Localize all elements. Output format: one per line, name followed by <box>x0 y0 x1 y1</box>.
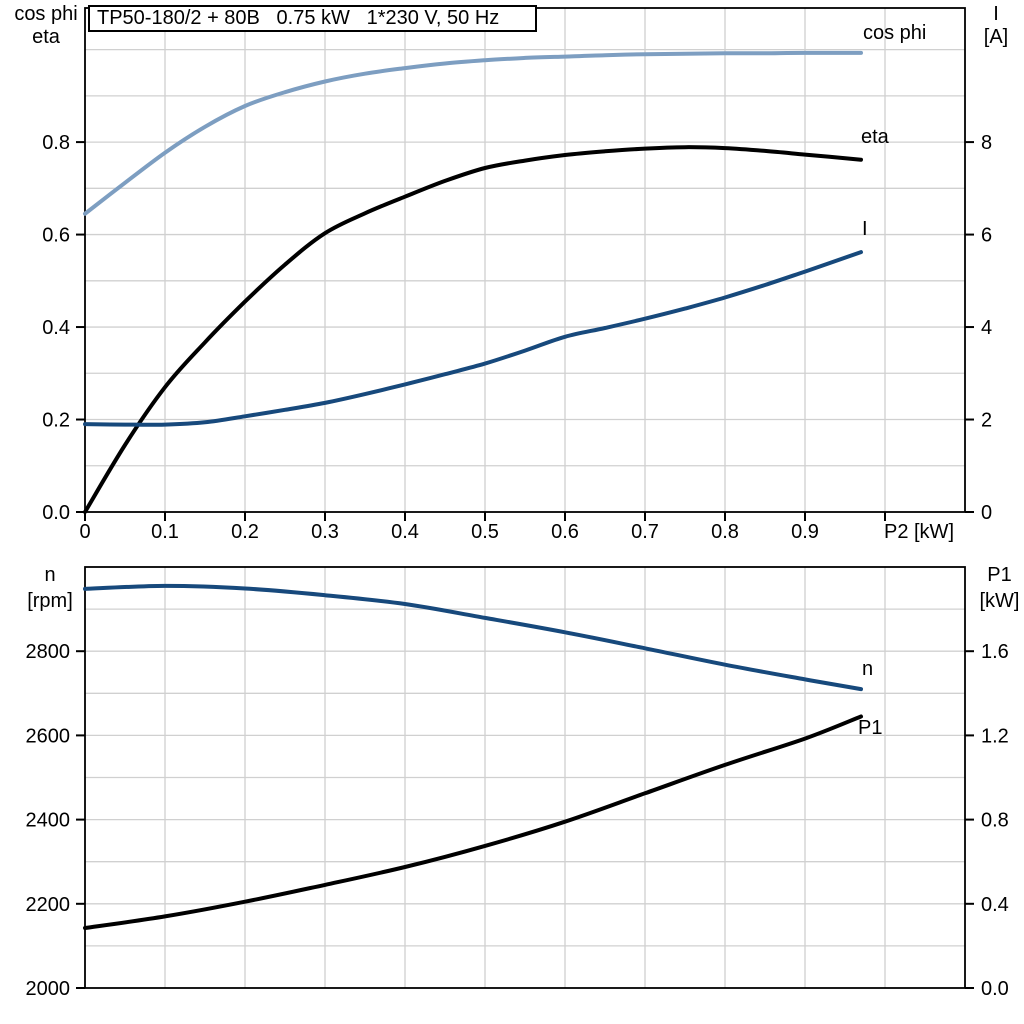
x-axis-tick-label: 0.2 <box>231 521 259 543</box>
axis-title-cos-phi: cos phi <box>14 3 78 25</box>
top-left-axis-title: cos phi eta <box>8 3 84 49</box>
x-axis-title: P2 [kW] <box>884 521 954 543</box>
curve-label-p1: P1 <box>858 717 882 739</box>
right-axis-tick-label: 1.6 <box>981 641 1009 663</box>
left-axis-tick-label: 2000 <box>26 978 71 1000</box>
right-axis-tick-label: 4 <box>981 317 992 339</box>
left-axis-tick-label: 2200 <box>26 894 71 916</box>
axis-title-current: I <box>993 3 999 25</box>
left-axis-tick-label: 0.0 <box>42 502 70 524</box>
x-axis-tick-label: 0.3 <box>311 521 339 543</box>
bottom-left-axis-title: n [rpm] <box>12 562 88 614</box>
curve-label-i: I <box>862 218 868 240</box>
top-right-axis-title: I [A] <box>971 3 1021 49</box>
right-axis-tick-label: 1.2 <box>981 725 1009 747</box>
right-axis-tick-label: 0 <box>981 502 992 524</box>
pump-title-box: TP50-180/2 + 80B 0.75 kW 1*230 V, 50 Hz <box>88 5 537 32</box>
x-axis-tick-label: 0.1 <box>151 521 179 543</box>
plot-border <box>84 566 966 989</box>
left-axis-tick-label: 2400 <box>26 810 71 832</box>
right-axis-tick-label: 2 <box>981 410 992 432</box>
right-axis-tick-label: 0.4 <box>981 894 1009 916</box>
x-axis-tick-label: 0.5 <box>471 521 499 543</box>
curve-p1 <box>83 714 863 931</box>
axis-title-speed-unit: [rpm] <box>27 590 73 612</box>
curve-eta <box>83 145 863 514</box>
left-axis-tick-label: 0.6 <box>42 225 70 247</box>
left-axis-tick-label: 2800 <box>26 641 71 663</box>
right-axis-tick-label: 8 <box>981 132 992 154</box>
bottom-right-axis-title: P1 [kW] <box>975 562 1024 614</box>
curve-label-eta: eta <box>861 126 890 148</box>
x-axis-tick-label: 0.8 <box>711 521 739 543</box>
left-axis-tick-label: 0.2 <box>42 410 70 432</box>
axis-title-eta: eta <box>32 26 60 48</box>
x-axis-tick-label: 0 <box>79 521 90 543</box>
curve-n <box>83 583 863 692</box>
left-axis-tick-label: 2600 <box>26 725 71 747</box>
curve-cos-phi <box>83 50 863 216</box>
axis-title-p1-unit: [kW] <box>979 590 1020 612</box>
right-axis-tick-label: 6 <box>981 225 992 247</box>
axis-title-p1: P1 <box>987 564 1012 586</box>
x-axis-tick-label: 0.4 <box>391 521 419 543</box>
axis-title-current-unit: [A] <box>983 26 1009 48</box>
curve-label-cos-phi: cos phi <box>863 22 926 44</box>
left-axis-tick-label: 0.4 <box>42 317 70 339</box>
axis-title-speed: n <box>44 564 56 586</box>
curve-label-n: n <box>862 658 873 680</box>
pump-title: TP50-180/2 + 80B 0.75 kW 1*230 V, 50 Hz <box>97 7 500 29</box>
x-axis-tick-label: 0.7 <box>631 521 659 543</box>
x-axis-tick-label: 0.6 <box>551 521 579 543</box>
x-axis-tick-label: 0.9 <box>791 521 819 543</box>
curve-i <box>83 250 863 427</box>
left-axis-tick-label: 0.8 <box>42 132 70 154</box>
right-axis-tick-label: 0.8 <box>981 810 1009 832</box>
right-axis-tick-label: 0.0 <box>981 978 1009 1000</box>
